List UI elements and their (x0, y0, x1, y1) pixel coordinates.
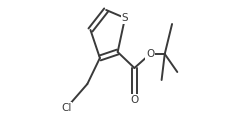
Text: Cl: Cl (61, 103, 72, 113)
Text: O: O (146, 49, 154, 59)
Text: S: S (122, 13, 128, 23)
Text: O: O (130, 95, 139, 105)
